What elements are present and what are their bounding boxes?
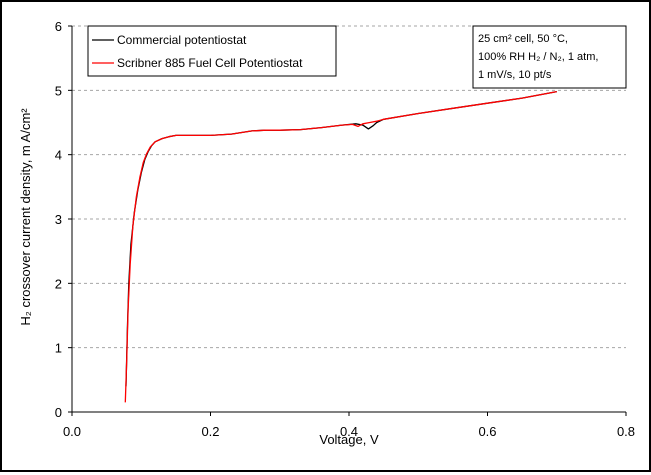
y-tick-label-0: 0 bbox=[55, 405, 62, 420]
series-line-1 bbox=[124, 90, 557, 403]
legend: Commercial potentiostat Scribner 885 Fue… bbox=[87, 25, 337, 77]
x-axis-title: Voltage, V bbox=[319, 432, 379, 447]
y-tick-label-6: 6 bbox=[55, 19, 62, 34]
y-axis-title: H₂ crossover current density, m A/cm² bbox=[18, 108, 33, 326]
y-tick-label-1: 1 bbox=[55, 341, 62, 356]
legend-label-commercial: Commercial potentiostat bbox=[117, 33, 247, 47]
annotation-box bbox=[472, 25, 627, 89]
tick-labels: 0 1 2 3 4 5 6 0.0 0.2 0.4 0.6 0.8 bbox=[55, 19, 635, 439]
x-tick-label-3: 0.6 bbox=[478, 424, 496, 439]
x-tick-label-4: 0.8 bbox=[617, 424, 635, 439]
annotation-line-2: 100% RH H₂ / N₂, 1 atm, bbox=[478, 51, 598, 63]
y-tick-label-5: 5 bbox=[55, 83, 62, 98]
series-lines bbox=[124, 90, 557, 403]
condition-annotation: 25 cm² cell, 50 °C, 100% RH H₂ / N₂, 1 a… bbox=[472, 25, 627, 89]
legend-label-scribner: Scribner 885 Fuel Cell Potentiostat bbox=[117, 56, 303, 70]
y-tick-label-2: 2 bbox=[55, 276, 62, 291]
legend-box bbox=[87, 25, 337, 77]
x-tick-label-2: 0.4 bbox=[340, 424, 358, 439]
y-tick-label-3: 3 bbox=[55, 212, 62, 227]
annotation-line-1: 25 cm² cell, 50 °C, bbox=[478, 33, 568, 45]
axes bbox=[68, 25, 627, 416]
annotation-line-3: 1 mV/s, 10 pt/s bbox=[478, 69, 552, 81]
chart-svg: 0 1 2 3 4 5 6 0.0 0.2 0.4 0.6 0.8 Voltage, V H₂ cro… bbox=[18, 19, 635, 447]
x-tick-label-1: 0.2 bbox=[201, 424, 219, 439]
y-tick-label-4: 4 bbox=[55, 148, 62, 163]
x-tick-label-0: 0.0 bbox=[63, 424, 81, 439]
